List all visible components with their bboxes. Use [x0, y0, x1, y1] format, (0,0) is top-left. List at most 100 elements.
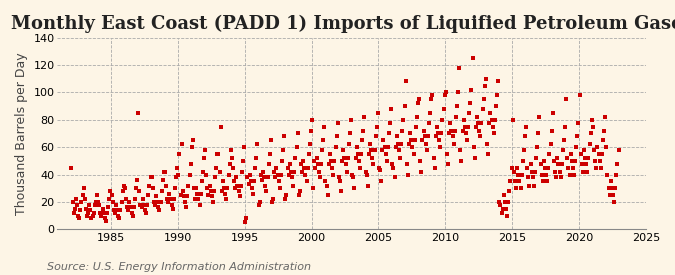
Point — [124, 200, 135, 204]
Point — [510, 179, 520, 184]
Point — [243, 182, 254, 186]
Point — [116, 200, 127, 204]
Point — [229, 179, 240, 184]
Point — [441, 152, 452, 156]
Point — [106, 193, 117, 197]
Point — [140, 211, 151, 215]
Point — [171, 175, 182, 180]
Point — [603, 186, 614, 191]
Point — [86, 216, 97, 221]
Point — [236, 170, 247, 174]
Point — [78, 186, 89, 191]
Point — [176, 142, 187, 147]
Point — [125, 205, 136, 210]
Point — [580, 156, 591, 160]
Point — [447, 134, 458, 138]
Point — [297, 170, 308, 174]
Point — [456, 159, 467, 163]
Point — [132, 178, 142, 182]
Point — [611, 172, 622, 177]
Point — [520, 134, 531, 138]
Point — [167, 207, 178, 211]
Point — [66, 166, 77, 170]
Point — [502, 213, 512, 218]
Point — [75, 208, 86, 212]
Point — [188, 138, 198, 142]
Point — [241, 216, 252, 221]
Point — [402, 161, 412, 166]
Point — [533, 131, 544, 136]
Point — [340, 161, 351, 166]
Point — [325, 152, 335, 156]
Point — [354, 159, 364, 163]
Point — [455, 148, 466, 152]
Point — [88, 211, 99, 215]
Point — [379, 145, 390, 149]
Point — [238, 159, 248, 163]
Point — [173, 172, 184, 177]
Point — [481, 76, 491, 81]
Point — [344, 142, 354, 147]
Point — [77, 193, 88, 197]
Point — [487, 124, 498, 129]
Point — [410, 124, 421, 129]
Point — [421, 148, 432, 152]
Point — [220, 191, 231, 196]
Point — [172, 166, 183, 170]
Point — [95, 211, 106, 215]
Point — [323, 161, 334, 166]
Point — [446, 128, 457, 133]
Point — [74, 216, 84, 221]
Point — [537, 179, 548, 184]
Point — [563, 166, 574, 170]
Point — [443, 161, 454, 166]
Point — [352, 152, 363, 156]
Point — [198, 156, 209, 160]
Point — [536, 172, 547, 177]
Point — [366, 148, 377, 152]
Point — [505, 179, 516, 184]
Point — [92, 193, 103, 197]
Point — [249, 179, 260, 184]
Point — [448, 142, 459, 147]
Point — [232, 183, 243, 188]
Point — [156, 189, 167, 193]
Point — [566, 159, 577, 163]
Point — [454, 65, 464, 70]
Point — [470, 124, 481, 129]
Point — [335, 179, 346, 184]
Point — [450, 128, 460, 133]
Point — [561, 97, 572, 101]
Point — [484, 120, 495, 125]
Point — [123, 208, 134, 212]
Point — [428, 156, 439, 160]
Point — [496, 211, 507, 215]
Point — [169, 197, 180, 201]
Point — [433, 131, 443, 136]
Point — [568, 172, 579, 177]
Point — [207, 200, 218, 204]
Point — [512, 166, 522, 170]
Point — [114, 216, 125, 221]
Point — [166, 202, 177, 207]
Point — [424, 120, 435, 125]
Point — [491, 93, 502, 97]
Point — [214, 170, 225, 174]
Point — [318, 138, 329, 142]
Point — [345, 131, 356, 136]
Point — [330, 145, 341, 149]
Point — [195, 191, 206, 196]
Point — [109, 211, 120, 215]
Point — [394, 148, 404, 152]
Point — [570, 159, 580, 163]
Point — [119, 186, 130, 191]
Point — [358, 128, 369, 133]
Point — [558, 148, 568, 152]
Point — [560, 124, 570, 129]
Point — [270, 175, 281, 180]
Point — [426, 97, 437, 101]
Point — [85, 208, 96, 212]
Point — [253, 202, 264, 207]
Point — [308, 186, 319, 191]
Point — [288, 183, 298, 188]
